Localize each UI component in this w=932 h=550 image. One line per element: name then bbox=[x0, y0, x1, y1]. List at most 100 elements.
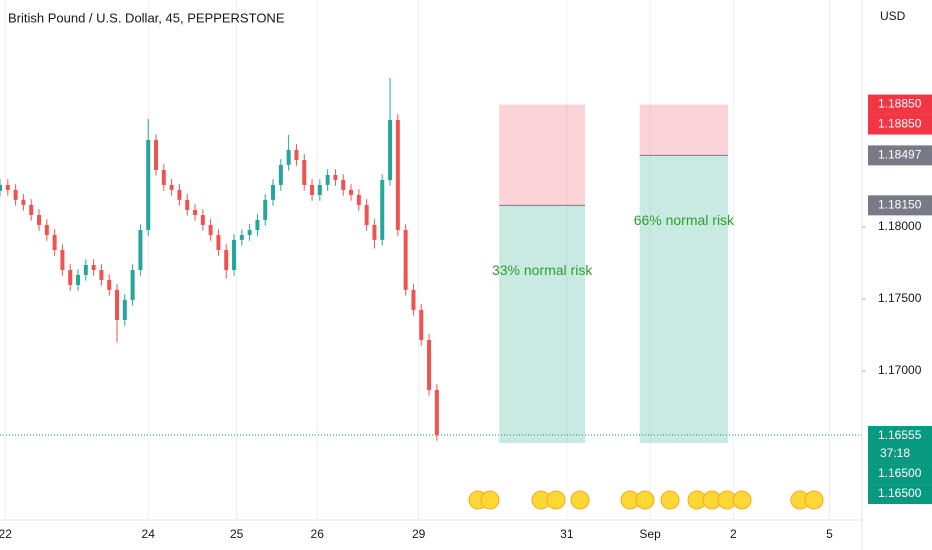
x-tick-label: 24 bbox=[142, 527, 156, 541]
candle-body bbox=[208, 224, 213, 236]
event-icon bbox=[732, 490, 752, 510]
grid bbox=[4, 0, 830, 520]
candle-body bbox=[356, 194, 361, 205]
candle-body bbox=[0, 184, 2, 191]
price-tags: 1.18850 1.18850 1.18497 1.18150 1.16555 37:18… bbox=[868, 94, 932, 505]
event-icon bbox=[660, 490, 680, 510]
candle-body bbox=[185, 199, 190, 210]
candle-body bbox=[29, 204, 34, 215]
candle-body bbox=[193, 209, 198, 215]
positions: 33% normal risk 66% normal risk bbox=[0, 104, 862, 443]
candle-body bbox=[388, 119, 393, 181]
candle-body bbox=[302, 159, 307, 185]
candle-body bbox=[37, 214, 42, 225]
candle-body bbox=[419, 309, 424, 340]
target-zone bbox=[499, 205, 586, 443]
candle-body bbox=[271, 184, 276, 200]
price-tag-label: 1.16555 bbox=[878, 428, 922, 442]
candle-body bbox=[169, 184, 174, 190]
candle-body bbox=[154, 139, 159, 170]
chart-title: British Pound / U.S. Dollar, 45, PEPPERS… bbox=[8, 10, 285, 25]
event-icon bbox=[635, 490, 655, 510]
price-tag-label: 1.16500 bbox=[878, 466, 922, 480]
position-label: 66% normal risk bbox=[634, 212, 735, 228]
x-tick-label: 26 bbox=[311, 527, 325, 541]
candle-body bbox=[294, 149, 299, 160]
price-tag-label: 1.18850 bbox=[878, 97, 922, 111]
y-tick-label: 1.17000 bbox=[878, 363, 922, 377]
candle-body bbox=[52, 235, 57, 250]
candle-body bbox=[216, 235, 221, 250]
x-tick-label: 22 bbox=[0, 527, 12, 541]
x-tick-label: 31 bbox=[560, 527, 574, 541]
candle-body bbox=[13, 189, 18, 200]
price-tag bbox=[868, 426, 932, 465]
candles bbox=[0, 77, 439, 441]
event-icon bbox=[570, 490, 590, 510]
candle-body bbox=[427, 339, 432, 390]
candle-body bbox=[200, 214, 205, 225]
price-tag-label: 1.18150 bbox=[878, 198, 922, 212]
x-tick-label: 29 bbox=[412, 527, 426, 541]
candle-body bbox=[138, 229, 143, 271]
candle-body bbox=[333, 174, 338, 181]
candle-body bbox=[76, 274, 81, 285]
candle-body bbox=[364, 204, 369, 225]
candle-body bbox=[395, 119, 400, 230]
candle-body bbox=[247, 229, 252, 236]
y-tick-label: 1.18000 bbox=[878, 219, 922, 233]
candle-body bbox=[411, 289, 416, 310]
candle-body bbox=[99, 270, 104, 280]
price-tag bbox=[868, 145, 932, 166]
candle-body bbox=[177, 189, 182, 200]
candle-body bbox=[255, 219, 260, 230]
candle-body bbox=[278, 164, 283, 185]
price-tag bbox=[868, 114, 932, 135]
candle-body bbox=[122, 299, 127, 320]
candle-body bbox=[434, 389, 439, 436]
candle-body bbox=[349, 189, 354, 195]
stop-zone bbox=[499, 104, 586, 206]
candle-body bbox=[310, 184, 315, 195]
candle-body bbox=[403, 229, 408, 290]
stop-zone bbox=[639, 104, 729, 156]
currency-label: USD bbox=[880, 9, 906, 23]
event-icons bbox=[468, 490, 824, 510]
candle-body bbox=[325, 174, 330, 185]
position-label: 33% normal risk bbox=[492, 262, 593, 278]
candle-body bbox=[161, 169, 166, 185]
candle-body bbox=[224, 249, 229, 271]
candle-body bbox=[263, 199, 268, 220]
countdown-label: 37:18 bbox=[880, 446, 910, 460]
candle-body bbox=[5, 184, 10, 190]
price-tag-label: 1.18497 bbox=[878, 148, 922, 162]
x-tick-label: 5 bbox=[826, 527, 833, 541]
candle-body bbox=[232, 239, 237, 271]
candle-body bbox=[21, 199, 26, 205]
candle-body bbox=[68, 270, 73, 285]
candle-body bbox=[380, 180, 385, 240]
candle-body bbox=[83, 264, 88, 275]
event-icon bbox=[546, 490, 566, 510]
candle-body bbox=[286, 149, 291, 165]
target-zone bbox=[639, 155, 729, 443]
price-tag bbox=[868, 464, 932, 485]
candle-body bbox=[317, 184, 322, 195]
candle-body bbox=[146, 139, 151, 230]
price-tag bbox=[868, 484, 932, 505]
price-tag bbox=[868, 94, 932, 115]
y-tick-label: 1.17500 bbox=[878, 291, 922, 305]
candle-body bbox=[239, 235, 244, 240]
event-icon bbox=[804, 490, 824, 510]
x-tick-label: 25 bbox=[230, 527, 244, 541]
price-tag-label: 1.18850 bbox=[878, 117, 922, 131]
price-tag-label: 1.16500 bbox=[878, 486, 922, 500]
candle-body bbox=[60, 249, 65, 271]
candle-body bbox=[341, 180, 346, 190]
price-tag bbox=[868, 195, 932, 216]
candle-body bbox=[372, 224, 377, 240]
candle-body bbox=[130, 270, 135, 300]
x-tick-label: 2 bbox=[730, 527, 737, 541]
